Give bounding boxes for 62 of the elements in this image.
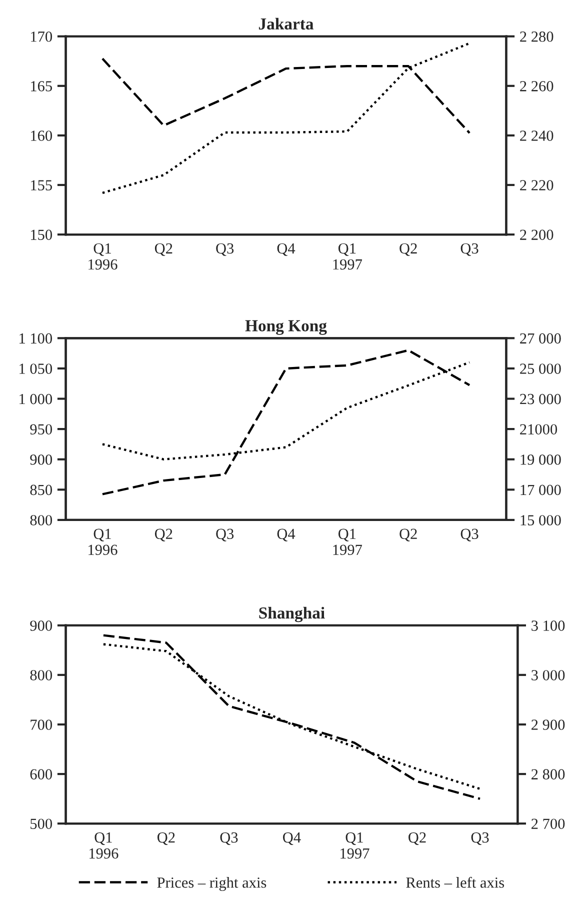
y-tick-label: 850	[30, 484, 52, 496]
y2-tick-label: 2 220	[520, 180, 554, 190]
x-tick-label: Q3	[216, 528, 234, 542]
x-tick-label: Q4	[277, 528, 296, 542]
x-tick-label: Q2	[154, 243, 172, 256]
y2-tick-label: 2 800	[532, 769, 565, 780]
x-tick-label: Q2	[408, 832, 426, 845]
y-tick-label: 950	[30, 424, 52, 434]
x-tick-label: Q1 1996	[88, 243, 118, 270]
y2-tick-label: 19 000	[520, 454, 561, 465]
y-tick-label: 900	[30, 620, 52, 631]
y-tick-label: 800	[30, 515, 52, 526]
y-tick-label: 600	[30, 769, 52, 780]
x-tick-label: Q2	[157, 832, 175, 845]
line-series	[101, 42, 471, 194]
y2-tick-label: 2 280	[520, 32, 554, 42]
chart-title: Hong Kong	[245, 320, 327, 335]
y-tick-label: 155	[31, 180, 52, 190]
y-tick-label: 900	[30, 454, 52, 465]
x-tick-label: Q1 1996	[90, 832, 118, 859]
y2-tick-label: 3 000	[532, 670, 565, 680]
legend-label: Rents – left axis	[406, 876, 504, 888]
x-tick-label: Q1 1996	[88, 528, 118, 556]
x-tick-label: Q3	[471, 832, 489, 845]
x-tick-label: Q1 1997	[333, 243, 362, 270]
x-tick-label: Q2	[400, 243, 417, 256]
y2-tick-label: 2 260	[520, 81, 554, 92]
x-tick-label: Q4	[277, 243, 296, 256]
x-tick-label: Q1 1997	[333, 528, 362, 556]
y2-tick-label: 27 000	[520, 333, 561, 344]
x-tick-label: Q1 1997	[340, 832, 370, 859]
x-tick-label: Q2	[400, 528, 417, 542]
legend-label: Prices – right axis	[157, 877, 266, 891]
y-tick-label: 1 000	[20, 394, 52, 404]
y2-tick-label: 2 240	[520, 130, 554, 141]
y-tick-label: 170	[31, 32, 52, 42]
y2-tick-label: 2 900	[532, 720, 565, 730]
y2-tick-label: 2 700	[532, 818, 565, 830]
y2-tick-label: 2 200	[520, 230, 554, 240]
chart-title: Jakarta	[258, 18, 314, 30]
y-tick-label: 1 100	[20, 333, 52, 344]
x-tick-label: Q3	[220, 832, 238, 845]
y-tick-label: 160	[31, 130, 52, 141]
y2-tick-label: 23 000	[520, 394, 561, 404]
y2-tick-label: 21000	[520, 424, 558, 434]
y-tick-label: 165	[31, 81, 52, 92]
x-tick-label: Q3	[216, 243, 234, 256]
y-tick-label: 700	[30, 720, 52, 730]
y2-tick-label: 25 000	[520, 364, 561, 374]
x-tick-label: Q3	[460, 243, 478, 256]
y-tick-label: 1 050	[20, 364, 52, 374]
y2-tick-label: 3 100	[532, 620, 565, 631]
y2-tick-label: 15 000	[520, 515, 561, 526]
x-tick-label: Q2	[154, 528, 172, 542]
line-series	[101, 349, 471, 496]
y-tick-label: 150	[31, 230, 52, 240]
y2-tick-label: 17 000	[520, 484, 561, 496]
chart-title: Shanghai	[259, 606, 325, 622]
y-tick-label: 800	[30, 670, 52, 680]
x-tick-label: Q3	[460, 528, 478, 542]
x-tick-label: Q4	[283, 832, 301, 845]
y-tick-label: 500	[30, 818, 52, 830]
